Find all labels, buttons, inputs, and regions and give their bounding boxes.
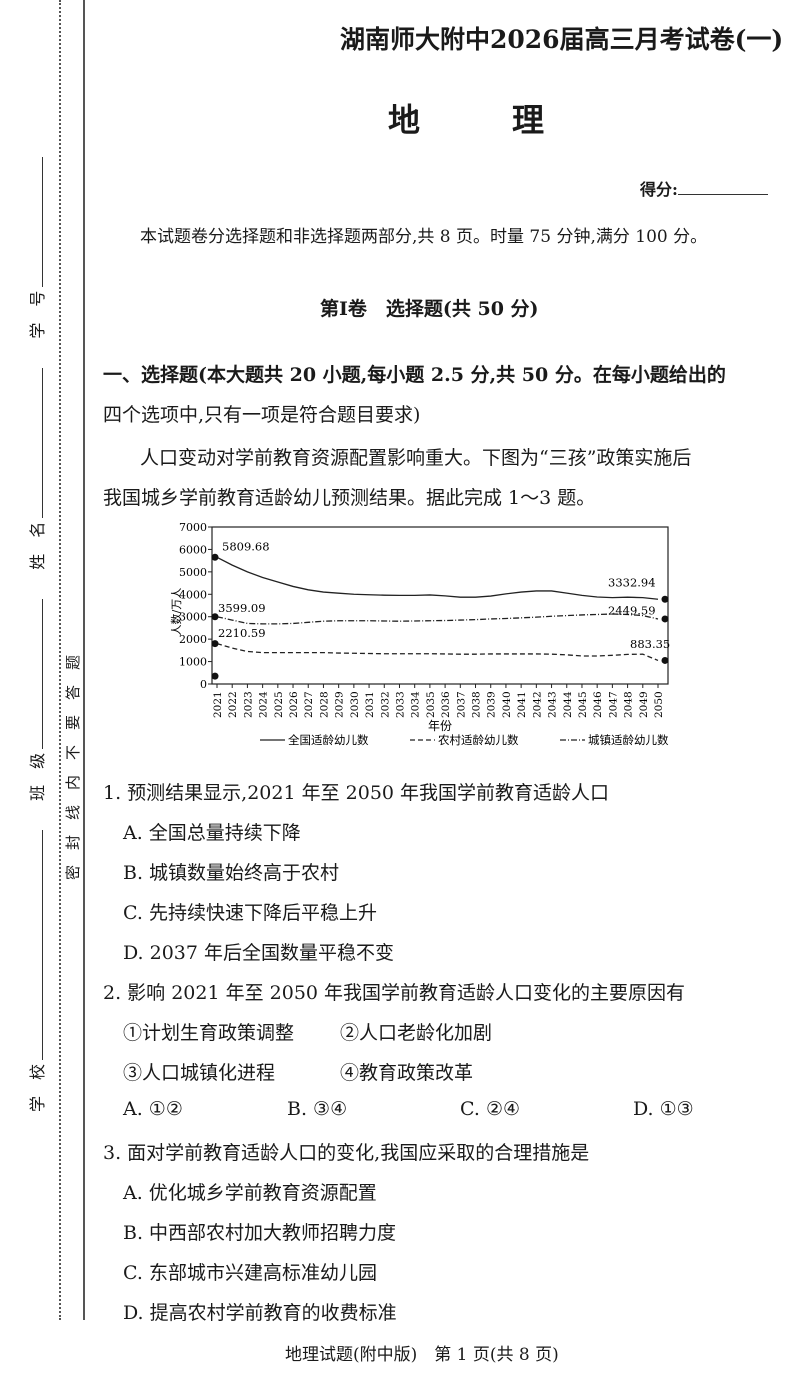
y-tick-label: 4000 (179, 588, 207, 601)
x-tick-label: 2030 (349, 691, 361, 718)
x-tick-label: 2034 (410, 691, 422, 718)
passage-line: 我国城乡学前教育适龄幼儿预测结果。据此完成 1～3 题。 (103, 487, 596, 509)
q3-option-b: B. 中西部农村加大教师招聘力度 (123, 1222, 397, 1244)
series-line-0 (216, 556, 659, 600)
name-label: 姓 名 (28, 521, 47, 570)
x-axis-label: 年份 (428, 719, 452, 733)
data-label: 2210.59 (218, 626, 266, 640)
y-tick-label: 0 (200, 678, 207, 691)
series-end-point (661, 595, 669, 603)
x-tick-label: 2045 (577, 691, 589, 718)
y-tick-label: 6000 (179, 543, 207, 556)
x-tick-label: 2033 (394, 691, 406, 718)
x-tick-label: 2039 (486, 691, 498, 718)
q1-option-a: A. 全国总量持续下降 (123, 822, 301, 844)
q2-option-c: C. ②④ (460, 1098, 521, 1120)
x-tick-label: 2025 (273, 691, 285, 718)
legend-label: 农村适龄幼儿数 (438, 733, 519, 747)
y-tick-label: 5000 (179, 566, 207, 579)
data-label: 3599.09 (218, 601, 266, 615)
q3-option-d: D. 提高农村学前教育的收费标准 (123, 1302, 397, 1324)
x-tick-label: 2032 (379, 691, 391, 718)
seal-warning: 密 封 线 内 不 要 答 题 (64, 654, 82, 880)
x-tick-label: 2044 (562, 691, 574, 718)
q1-option-c: C. 先持续快速下降后平稳上升 (123, 902, 377, 924)
q2-item-3: ③人口城镇化进程 (123, 1062, 276, 1084)
part-title: 第Ⅰ卷 选择题(共 50 分) (320, 298, 539, 320)
q2-item-4: ④教育政策改革 (340, 1062, 474, 1084)
x-tick-label: 2024 (258, 691, 270, 718)
y-tick-label: 7000 (179, 521, 207, 534)
x-tick-label: 2022 (227, 691, 239, 718)
x-tick-label: 2047 (607, 691, 619, 718)
y-tick-label: 3000 (179, 611, 207, 624)
series-end-point (661, 656, 669, 664)
y-tick-label: 2000 (179, 633, 207, 646)
x-tick-label: 2023 (242, 691, 254, 718)
x-tick-label: 2049 (638, 691, 650, 718)
section-heading: 一、选择题(本大题共 20 小题,每小题 2.5 分,共 50 分。在每小题给出… (103, 364, 726, 386)
x-tick-label: 2043 (547, 691, 559, 718)
series-start-point (211, 640, 219, 648)
series-line-2 (216, 613, 659, 625)
q2-option-d: D. ①③ (633, 1098, 694, 1120)
x-tick-label: 2038 (471, 691, 483, 718)
x-tick-label: 2050 (653, 691, 665, 718)
exam-title: 湖南师大附中2026届高三月考试卷(一) (340, 25, 784, 54)
question-1-stem: 1. 预测结果显示,2021 年至 2050 年我国学前教育适龄人口 (103, 782, 610, 804)
page-footer: 地理试题(附中版) 第 1 页(共 8 页) (285, 1345, 559, 1365)
data-label: 2449.59 (608, 603, 656, 617)
plot-frame (211, 526, 669, 685)
class-label: 班 级 (28, 752, 47, 801)
intro-text: 本试题卷分选择题和非选择题两部分,共 8 页。时量 75 分钟,满分 100 分… (140, 227, 708, 247)
q3-option-c: C. 东部城市兴建高标准幼儿园 (123, 1262, 377, 1284)
x-tick-label: 2037 (455, 691, 467, 718)
x-tick-label: 2026 (288, 691, 300, 718)
x-tick-label: 2042 (531, 691, 543, 718)
x-tick-label: 2036 (440, 691, 452, 718)
data-point (211, 672, 219, 680)
question-3-stem: 3. 面对学前教育适龄人口的变化,我国应采取的合理措施是 (103, 1142, 590, 1164)
q2-option-a: A. ①② (123, 1098, 183, 1120)
x-tick-label: 2031 (364, 691, 376, 718)
legend-label: 全国适龄幼儿数 (288, 733, 369, 747)
series-start-point (211, 553, 219, 561)
subject-title: 地 理 (388, 101, 575, 139)
q1-option-d: D. 2037 年后全国数量平稳不变 (123, 942, 395, 964)
q2-option-b: B. ③④ (287, 1098, 348, 1120)
section-heading-cont: 四个选项中,只有一项是符合题目要求) (103, 404, 421, 426)
score-field: 得分: (640, 176, 768, 200)
student-info-fields: 学 校 班 级 姓 名 学 号 (24, 153, 48, 1112)
x-tick-label: 2035 (425, 691, 437, 718)
x-tick-label: 2028 (318, 691, 330, 718)
student-id-label: 学 号 (28, 290, 47, 339)
x-tick-label: 2041 (516, 691, 528, 718)
y-axis-label: 人数/万人 (170, 588, 183, 636)
q3-option-a: A. 优化城乡学前教育资源配置 (123, 1182, 377, 1204)
x-tick-label: 2029 (334, 691, 346, 718)
passage-line: 人口变动对学前教育资源配置影响重大。下图为“三孩”政策实施后 (140, 447, 692, 469)
x-tick-label: 2046 (592, 691, 604, 718)
q1-option-b: B. 城镇数量始终高于农村 (123, 862, 340, 884)
fold-dotted-line (59, 0, 61, 1320)
data-label: 883.35 (630, 637, 670, 651)
series-end-point (661, 615, 669, 623)
x-tick-label: 2040 (501, 691, 513, 718)
x-tick-label: 2027 (303, 691, 315, 718)
x-tick-label: 2021 (212, 691, 224, 718)
q2-item-1: ①计划生育政策调整 (123, 1022, 295, 1044)
score-label: 得分: (640, 180, 678, 199)
seal-line (83, 0, 85, 1320)
data-label: 3332.94 (608, 575, 656, 589)
series-line-1 (216, 643, 659, 662)
y-tick-label: 1000 (179, 656, 207, 669)
question-2-stem: 2. 影响 2021 年至 2050 年我国学前教育适龄人口变化的主要原因有 (103, 982, 686, 1004)
x-tick-label: 2048 (623, 691, 635, 718)
q2-item-2: ②人口老龄化加剧 (340, 1022, 493, 1044)
data-label: 5809.68 (222, 540, 270, 554)
school-label: 学 校 (28, 1063, 47, 1112)
legend-label: 城镇适龄幼儿数 (588, 733, 669, 747)
series-start-point (211, 613, 219, 621)
